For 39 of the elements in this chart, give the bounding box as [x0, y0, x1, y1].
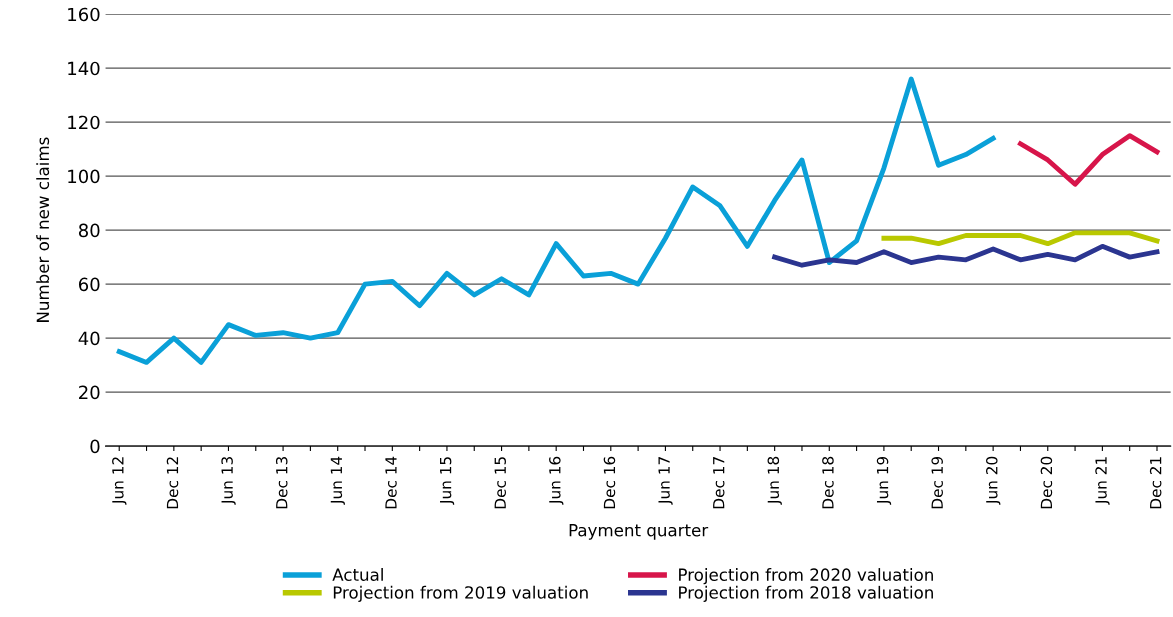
- x-tick-label: Jun 13: [221, 457, 236, 505]
- x-tick-label: Jun 15: [440, 457, 455, 505]
- x-tick-label: Dec 19: [931, 456, 943, 509]
- x-axis-title: Payment quarter: [569, 524, 709, 540]
- legend-label: Projection from 2019 valuation: [333, 585, 588, 602]
- line-series: [116, 76, 996, 365]
- y-tick-label: 120: [68, 115, 100, 130]
- x-tick-label: Dec 18: [822, 456, 834, 509]
- x-tick-label: Dec 14: [385, 456, 397, 509]
- y-tick-label: 20: [79, 385, 100, 400]
- x-tick-label: Dec 20: [1040, 456, 1053, 509]
- x-tick-label: Jun 17: [658, 457, 673, 505]
- x-tick-label: Jun 21: [1095, 457, 1110, 505]
- x-tick-label: Jun 14: [330, 456, 345, 505]
- y-tick-label: 140: [68, 61, 100, 76]
- line-series: [881, 230, 1160, 247]
- x-tick-label: Dec 13: [275, 457, 288, 509]
- line-series: [1018, 133, 1160, 187]
- legend-label: Projection from 2020 valuation: [679, 568, 933, 585]
- legend-label: Projection from 2018 valuation: [679, 585, 933, 602]
- line-series: [772, 243, 1160, 268]
- y-tick-label: 60: [78, 277, 100, 292]
- x-tick-label: Dec 12: [166, 457, 179, 509]
- y-tick-label: 100: [68, 169, 100, 184]
- x-tick-label: Jun 18: [767, 456, 782, 505]
- x-tick-label: Jun 19: [876, 456, 892, 505]
- y-axis-title: Number of new claims: [36, 137, 50, 322]
- x-tick-label: Dec 17: [713, 457, 725, 509]
- y-tick-label: 0: [90, 439, 100, 454]
- y-tick-label: 160: [68, 7, 100, 22]
- x-tick-label: Jun 16: [549, 456, 564, 505]
- y-tick-label: 40: [78, 331, 100, 346]
- y-tick-label: 80: [78, 223, 100, 238]
- legend-label: Actual: [332, 568, 383, 581]
- x-tick-label: Jun 12: [112, 457, 127, 505]
- x-tick-label: Dec 21: [1149, 457, 1162, 509]
- x-tick-label: Dec 16: [603, 456, 616, 509]
- x-tick-label: Dec 15: [494, 457, 506, 509]
- x-tick-label: Jun 20: [986, 456, 1001, 505]
